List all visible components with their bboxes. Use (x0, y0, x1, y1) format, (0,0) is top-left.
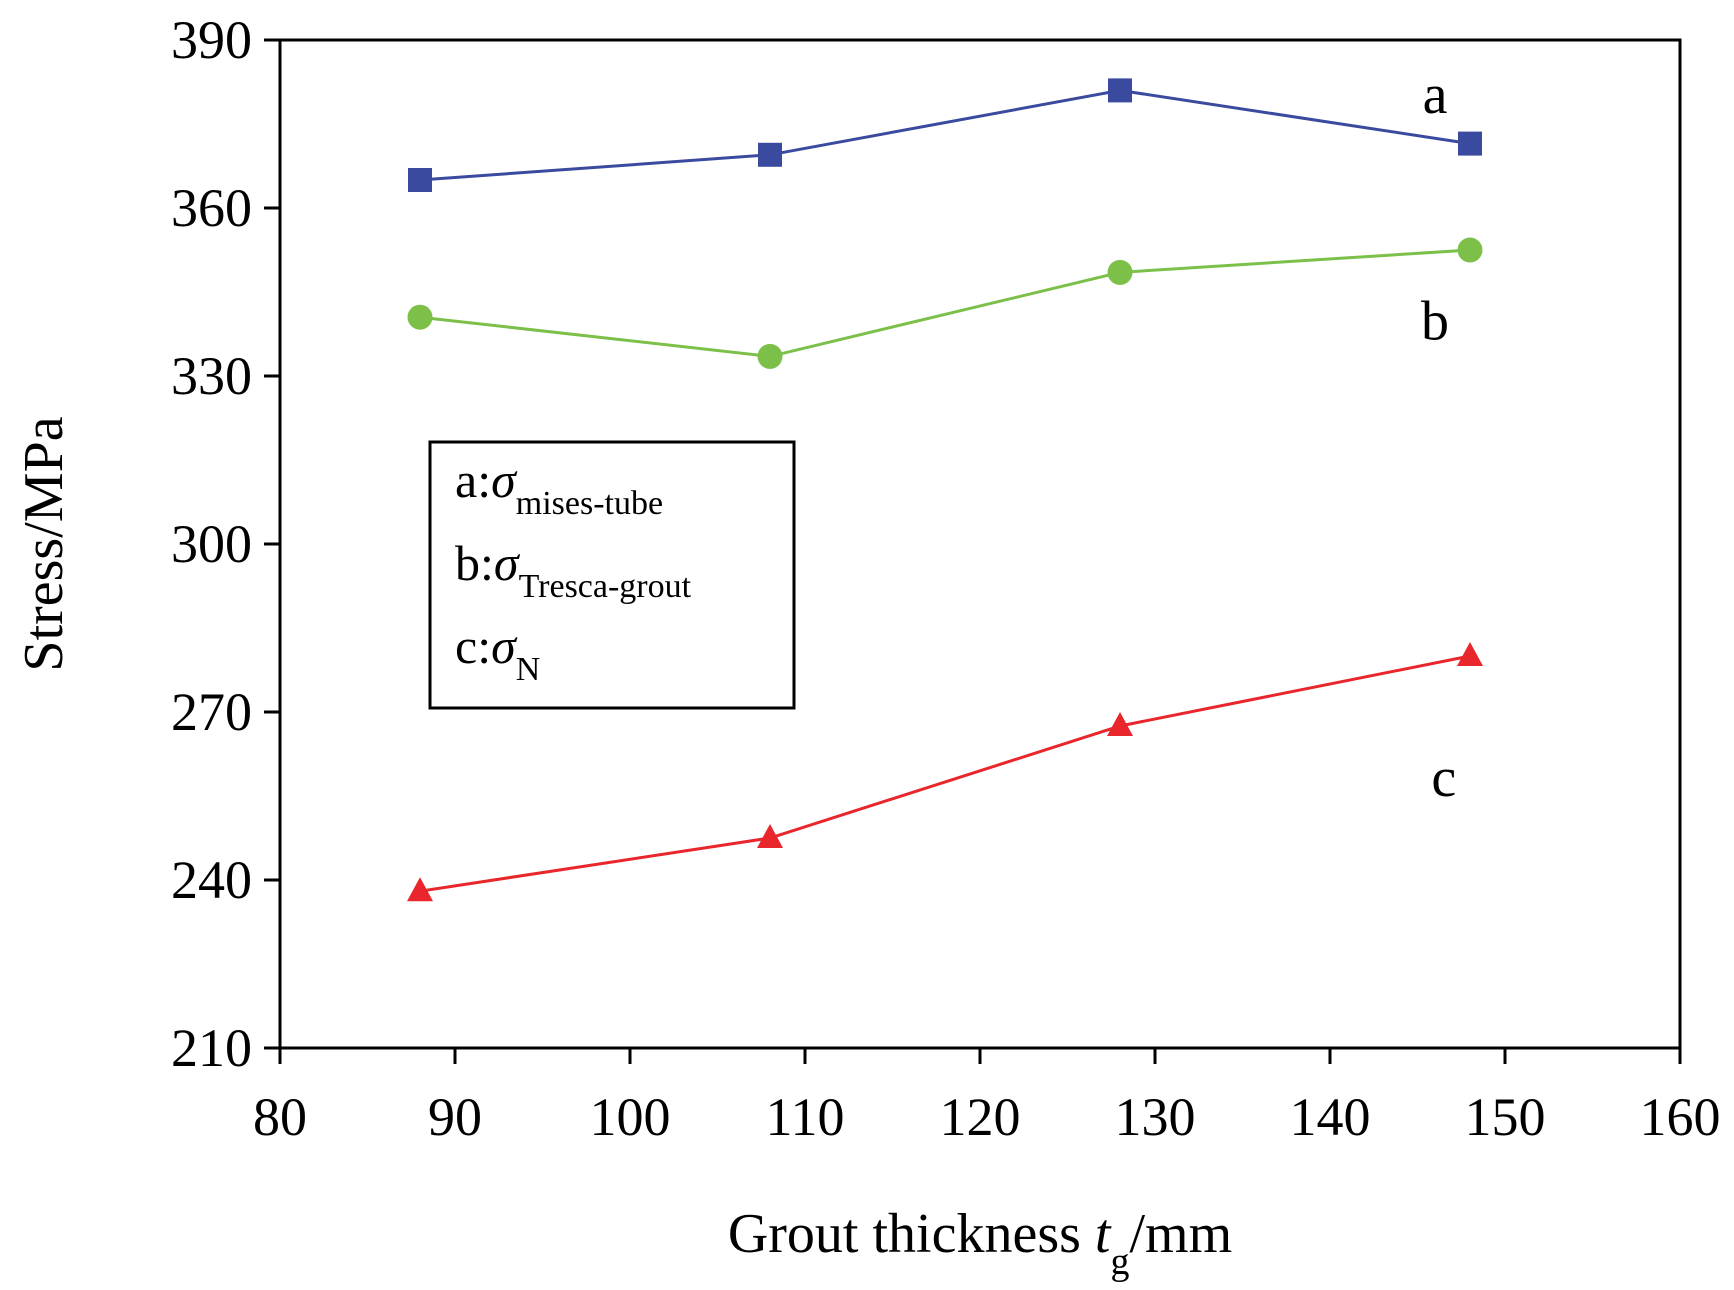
curve-labels: a b c (1421, 64, 1456, 809)
x-tick-label: 150 (1465, 1087, 1546, 1147)
legend: a:σmises-tube b:σTresca-grout c:σN (428, 440, 796, 710)
square-marker (1108, 78, 1132, 103)
triangle-marker (1457, 642, 1483, 666)
legend-box (428, 440, 796, 710)
x-tick-label: 90 (428, 1087, 482, 1147)
triangle-marker (407, 877, 433, 902)
x-tick-label: 160 (1640, 1087, 1721, 1147)
square-marker (758, 142, 782, 167)
circle-marker (407, 304, 433, 330)
y-tick-label: 300 (171, 514, 252, 574)
axes: 80 90 100 110 120 130 140 150 160 210 240 270 300 330… (13, 10, 1721, 1283)
legend-entry: c:σN (455, 618, 540, 688)
circle-marker (1107, 259, 1133, 285)
circle-marker (1457, 237, 1483, 263)
x-tick-label: 140 (1290, 1087, 1371, 1147)
series-c (407, 642, 1483, 902)
x-tick-label: 80 (253, 1087, 307, 1147)
triangle-marker (757, 824, 783, 848)
y-axis-title: Stress/MPa (13, 416, 75, 671)
circle-marker (757, 343, 783, 369)
legend-entry: a:σmises-tube (455, 452, 663, 522)
series-lines (407, 78, 1483, 902)
y-tick-label: 240 (171, 850, 252, 910)
curve-label-b: b (1421, 291, 1449, 353)
square-marker (1458, 131, 1482, 156)
legend-entry: b:σTresca-grout (455, 535, 692, 605)
y-tick-label: 390 (171, 10, 252, 70)
curve-label-c: c (1431, 747, 1456, 809)
series-line-c (419, 654, 1471, 893)
series-a (408, 78, 1482, 192)
x-axis-title: Grout thickness tg/mm (728, 1203, 1232, 1283)
y-tick-label: 270 (171, 682, 252, 742)
y-tick-label: 330 (171, 346, 252, 406)
series-b (407, 237, 1483, 369)
y-tick-label: 360 (171, 178, 252, 238)
x-tick-label: 110 (766, 1087, 845, 1147)
triangle-marker (1107, 712, 1133, 736)
series-line-a (419, 88, 1471, 182)
x-tick-label: 130 (1115, 1087, 1196, 1147)
x-tick-label: 100 (590, 1087, 671, 1147)
x-tick-label: 120 (940, 1087, 1021, 1147)
square-marker (408, 168, 432, 192)
y-tick-label: 210 (171, 1018, 252, 1078)
series-line-b (419, 248, 1471, 358)
curve-label-a: a (1423, 64, 1448, 126)
